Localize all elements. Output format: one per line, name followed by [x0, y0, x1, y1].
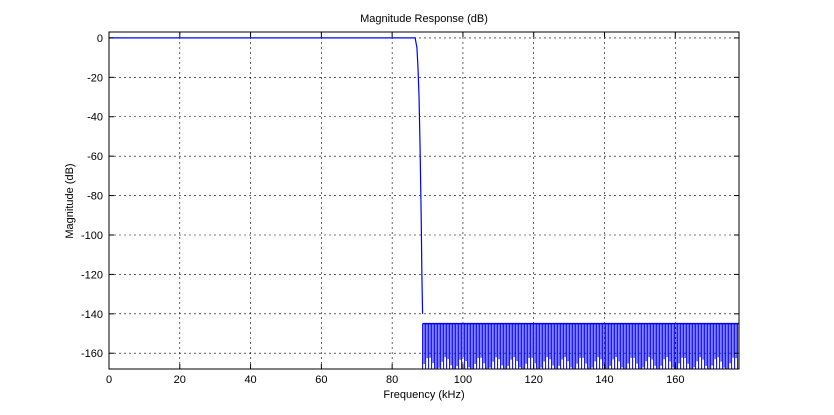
stopband-ripple — [422, 323, 739, 369]
y-tick-labels: 0 -20 -40 -60 -80 -100 -120 -140 -160 — [81, 33, 103, 360]
y-axis-label: Magnitude (dB) — [64, 163, 76, 238]
x-tick-label: 100 — [454, 374, 472, 386]
axes-box — [108, 31, 740, 370]
y-tick-label: 0 — [97, 33, 103, 45]
x-tick-label: 40 — [244, 374, 256, 386]
x-tick-label: 140 — [595, 374, 613, 386]
y-tick-label: -160 — [81, 348, 103, 360]
x-tick-label: 80 — [386, 374, 398, 386]
plot-area — [109, 37, 739, 369]
y-tick-label: -100 — [81, 230, 103, 242]
x-tick-label: 160 — [666, 374, 684, 386]
response-line — [109, 37, 424, 314]
y-tick-label: -140 — [81, 309, 103, 321]
x-tick-label: 20 — [174, 374, 186, 386]
chart-title: Magnitude Response (dB) — [360, 13, 488, 25]
x-tick-label: 0 — [106, 374, 112, 386]
x-tick-label: 120 — [525, 374, 543, 386]
x-tick-labels: 0 20 40 60 80 100 120 140 160 — [106, 374, 685, 386]
tick-marks — [108, 32, 739, 369]
y-tick-label: -80 — [87, 191, 103, 203]
grid-lines — [109, 32, 739, 369]
y-tick-label: -20 — [87, 72, 103, 84]
x-tick-label: 60 — [315, 374, 327, 386]
y-tick-label: -40 — [87, 112, 103, 124]
y-tick-label: -60 — [87, 151, 103, 163]
y-tick-label: -120 — [81, 269, 103, 281]
x-axis-label: Frequency (kHz) — [383, 389, 464, 401]
